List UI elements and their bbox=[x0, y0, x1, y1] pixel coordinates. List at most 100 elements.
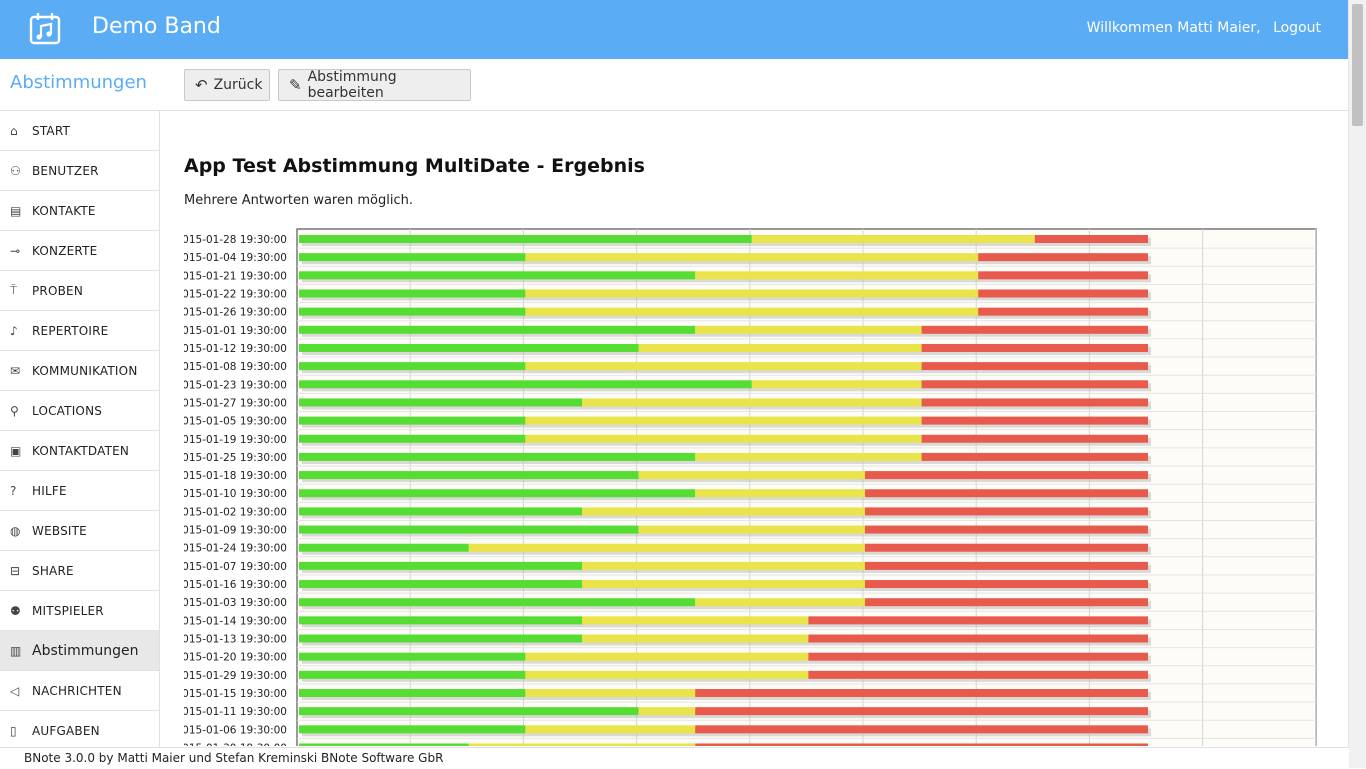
bar-segment bbox=[808, 652, 1148, 661]
top-bar: Demo Band Willkommen Matti Maier, Logout bbox=[0, 0, 1349, 59]
category-label: 2015-01-21 19:30:00 bbox=[184, 270, 287, 282]
sidebar-item-kontakte[interactable]: ▤ KONTAKTE bbox=[0, 191, 159, 231]
undo-arrow-icon: ↶ bbox=[195, 76, 208, 94]
bar-segment bbox=[921, 416, 1148, 425]
bar-segment bbox=[299, 652, 526, 661]
bar-segment bbox=[638, 471, 865, 480]
page-title: App Test Abstimmung MultiDate - Ergebnis bbox=[184, 155, 645, 177]
bar-segment bbox=[299, 489, 696, 498]
bar-segment bbox=[525, 725, 696, 734]
bar-segment bbox=[695, 743, 1148, 746]
category-label: 2015-01-28 19:30:00 bbox=[184, 234, 287, 246]
bar-segment bbox=[865, 471, 1148, 480]
sidebar-item-label: WEBSITE bbox=[32, 523, 87, 538]
sidebar-item-aufgaben[interactable]: ▯ AUFGABEN bbox=[0, 711, 159, 747]
bar-segment bbox=[299, 689, 526, 697]
bar-segment bbox=[299, 325, 696, 334]
scrollbar-thumb[interactable] bbox=[1352, 4, 1363, 126]
sidebar-item-label: HILFE bbox=[32, 483, 67, 498]
back-button[interactable]: ↶ Zurück bbox=[184, 69, 270, 101]
sidebar-item-abstimmungen[interactable]: ▥ Abstimmungen bbox=[0, 631, 159, 671]
bar-segment bbox=[299, 380, 752, 389]
pencil-icon: ✎ bbox=[289, 76, 302, 94]
megaphone-icon: ◁ bbox=[10, 683, 20, 698]
bar-segment bbox=[299, 289, 526, 298]
sidebar-item-share[interactable]: ⊟ SHARE bbox=[0, 551, 159, 591]
bar-segment bbox=[525, 253, 979, 262]
category-label: 2015-01-09 19:30:00 bbox=[184, 525, 287, 537]
sidebar-nav: ⌂ START ⚇ BENUTZER ▤ KONTAKTE ⊸ KONZERTE… bbox=[0, 111, 160, 747]
bar-segment bbox=[299, 452, 696, 461]
category-label: 2015-01-16 19:30:00 bbox=[184, 579, 287, 591]
user-area: Willkommen Matti Maier, Logout bbox=[1087, 20, 1321, 36]
sidebar-item-label: KOMMUNIKATION bbox=[32, 363, 138, 378]
sidebar-item-start[interactable]: ⌂ START bbox=[0, 111, 159, 151]
toolbar-divider bbox=[0, 110, 1349, 111]
sidebar-item-benutzer[interactable]: ⚇ BENUTZER bbox=[0, 151, 159, 191]
category-label: 2015-01-05 19:30:00 bbox=[184, 416, 287, 428]
bar-segment bbox=[865, 543, 1148, 552]
bar-segment bbox=[299, 525, 639, 534]
bar-segment bbox=[695, 598, 865, 607]
sidebar-item-label: AUFGABEN bbox=[32, 723, 100, 738]
footer-text: BNote 3.0.0 by Matti Maier und Stefan Kr… bbox=[24, 751, 444, 765]
bar-segment bbox=[695, 689, 1148, 697]
sidebar-item-locations[interactable]: ⚲ LOCATIONS bbox=[0, 391, 159, 431]
bar-segment bbox=[865, 525, 1148, 534]
id-card-icon: ▣ bbox=[10, 443, 22, 458]
category-label: 2015-01-26 19:30:00 bbox=[184, 307, 287, 319]
bar-segment bbox=[525, 689, 696, 697]
sidebar-item-website[interactable]: ◍ WEBSITE bbox=[0, 511, 159, 551]
bar-segment bbox=[751, 235, 1035, 243]
sidebar-item-label: NACHRICHTEN bbox=[32, 683, 122, 698]
bar-segment bbox=[695, 271, 979, 280]
bar-segment bbox=[582, 398, 922, 407]
category-label: 2015-01-01 19:30:00 bbox=[184, 325, 287, 337]
bar-segment bbox=[299, 543, 469, 552]
bar-segment bbox=[638, 707, 696, 716]
bar-segment bbox=[978, 289, 1148, 298]
bar-segment bbox=[638, 525, 865, 534]
document-icon: ▯ bbox=[10, 723, 17, 738]
sidebar-item-hilfe[interactable]: ? HILFE bbox=[0, 471, 159, 511]
bar-segment bbox=[695, 325, 922, 334]
bar-segment bbox=[695, 725, 1148, 734]
bar-segment bbox=[525, 652, 809, 661]
bar-segment bbox=[299, 670, 526, 679]
contact-card-icon: ▤ bbox=[10, 203, 22, 218]
home-icon: ⌂ bbox=[10, 123, 18, 138]
results-chart: 2015-01-28 19:30:00 2015-01-04 19:30:00 20… bbox=[184, 228, 1317, 746]
sidebar-item-label: SHARE bbox=[32, 563, 74, 578]
bar-segment bbox=[865, 507, 1148, 516]
calendar-music-icon[interactable] bbox=[26, 10, 64, 48]
app-title[interactable]: Demo Band bbox=[92, 14, 221, 39]
bar-segment bbox=[978, 253, 1148, 262]
sidebar-item-kommunikation[interactable]: ✉ KOMMUNIKATION bbox=[0, 351, 159, 391]
category-label: 2015-01-20 19:30:00 bbox=[184, 652, 287, 664]
bar-segment bbox=[751, 380, 922, 389]
logout-link[interactable]: Logout bbox=[1273, 20, 1321, 36]
sidebar-item-kontaktdaten[interactable]: ▣ KONTAKTDATEN bbox=[0, 431, 159, 471]
sidebar-item-konzerte[interactable]: ⊸ KONZERTE bbox=[0, 231, 159, 271]
category-label: 2015-01-23 19:30:00 bbox=[184, 379, 287, 391]
edit-poll-button[interactable]: ✎ Abstimmung bearbeiten bbox=[278, 69, 471, 101]
back-button-label: Zurück bbox=[213, 77, 263, 93]
results-chart-svg: 2015-01-28 19:30:00 2015-01-04 19:30:00 20… bbox=[184, 228, 1317, 746]
users-icon: ⚇ bbox=[10, 163, 21, 178]
sidebar-item-repertoire[interactable]: ♪ REPERTOIRE bbox=[0, 311, 159, 351]
sidebar-item-nachrichten[interactable]: ◁ NACHRICHTEN bbox=[0, 671, 159, 711]
sidebar-item-mitspieler[interactable]: ⚉ MITSPIELER bbox=[0, 591, 159, 631]
bar-segment bbox=[525, 670, 809, 679]
music-stand-icon: ⍑ bbox=[10, 283, 18, 297]
sidebar-item-label: REPERTOIRE bbox=[32, 323, 109, 338]
bar-segment bbox=[299, 343, 639, 352]
sidebar-item-proben[interactable]: ⍑ PROBEN bbox=[0, 271, 159, 311]
envelope-icon: ✉ bbox=[10, 363, 21, 378]
help-icon: ? bbox=[10, 483, 17, 498]
bar-segment bbox=[978, 271, 1148, 280]
bar-segment bbox=[921, 325, 1148, 334]
page-scrollbar[interactable] bbox=[1348, 0, 1366, 768]
category-label: 2015-01-29 19:30:00 bbox=[184, 670, 287, 682]
bar-segment bbox=[695, 707, 1148, 716]
sidebar-item-label: PROBEN bbox=[32, 283, 84, 298]
